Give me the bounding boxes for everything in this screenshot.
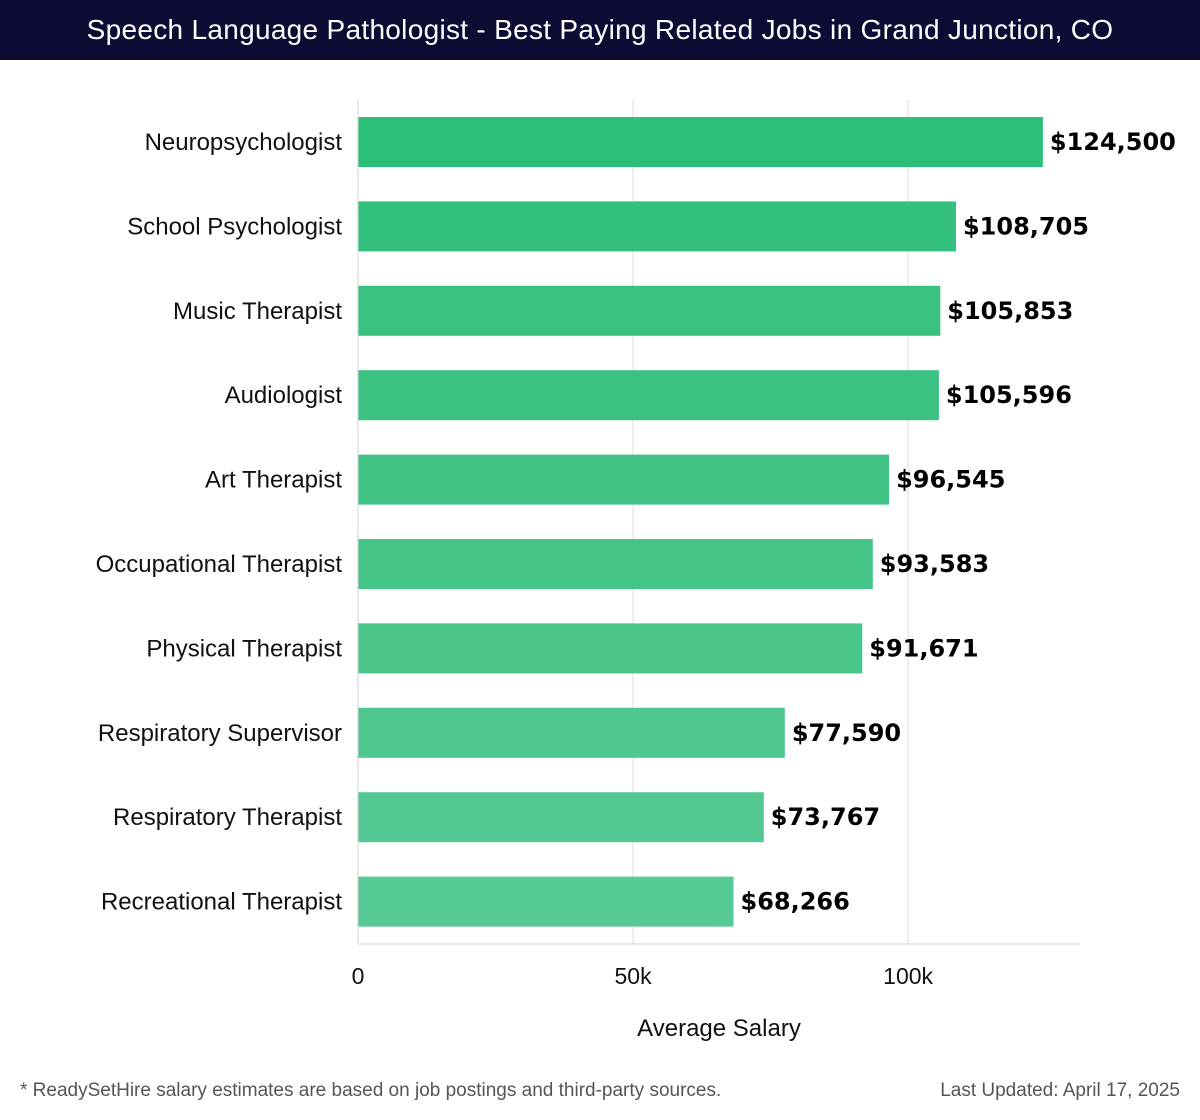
category-label: Recreational Therapist <box>101 889 342 916</box>
value-label: $93,583 <box>880 550 989 578</box>
category-label: Neuropsychologist <box>145 129 343 156</box>
last-updated: Last Updated: April 17, 2025 <box>940 1080 1180 1101</box>
value-label: $108,705 <box>963 212 1089 240</box>
category-label: Music Therapist <box>173 298 342 325</box>
bar <box>358 623 863 674</box>
x-tick-label: 100k <box>883 963 933 989</box>
bar <box>358 539 873 589</box>
bar <box>358 201 956 252</box>
bar <box>358 370 939 421</box>
bar <box>358 876 734 927</box>
value-label: $124,500 <box>1050 128 1176 156</box>
category-label: Audiologist <box>225 382 343 409</box>
value-label: $105,596 <box>946 381 1072 409</box>
value-label: $68,266 <box>741 888 850 916</box>
value-label: $96,545 <box>896 466 1005 494</box>
bar-chart: 0 50k 100k Neuropsychologist $124,500 School … <box>96 100 1176 1042</box>
value-label: $91,671 <box>869 634 978 662</box>
axes: 0 50k 100k Neuropsychologist $124,500 School … <box>96 100 1176 989</box>
bar <box>358 117 1043 167</box>
chart-title: Speech Language Pathologist - Best Payin… <box>86 14 1114 45</box>
category-label: Art Therapist <box>205 467 342 494</box>
bar <box>358 454 890 505</box>
category-label: School Psychologist <box>127 213 342 240</box>
footer-note: * ReadySetHire salary estimates are base… <box>20 1080 722 1101</box>
x-axis-title: Average Salary <box>637 1015 801 1042</box>
x-tick-label: 50k <box>615 963 653 989</box>
value-label: $77,590 <box>792 719 901 747</box>
bar <box>358 792 764 843</box>
category-label: Physical Therapist <box>146 635 342 662</box>
category-label: Respiratory Therapist <box>113 804 342 831</box>
title-bar: Speech Language Pathologist - Best Payin… <box>0 0 1200 60</box>
bars <box>358 117 1043 927</box>
x-tick-label: 0 <box>352 963 365 989</box>
value-label: $73,767 <box>771 803 880 831</box>
bar <box>358 707 785 758</box>
category-label: Respiratory Supervisor <box>98 720 342 747</box>
value-label: $105,853 <box>947 297 1073 325</box>
category-label: Occupational Therapist <box>96 551 343 578</box>
bar <box>358 285 941 336</box>
